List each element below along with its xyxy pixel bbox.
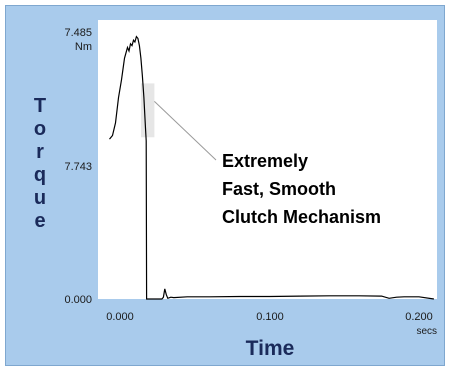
- y-tick-bottom: 0.000: [64, 294, 92, 306]
- x-tick-1: 0.100: [256, 311, 284, 323]
- y-tick-mid: 7.743: [64, 161, 92, 173]
- y-axis-title-letter: e: [34, 210, 45, 232]
- y-axis-title-letter: q: [34, 164, 46, 186]
- annotation-leader-line: [154, 100, 217, 161]
- y-axis-title-letter: u: [34, 187, 46, 209]
- series-line: [109, 35, 434, 300]
- y-axis-title-letter: T: [34, 95, 46, 117]
- annotation-line-1: Extremely: [222, 151, 308, 171]
- y-unit-label: Nm: [75, 41, 92, 53]
- y-axis-title-letter: r: [36, 141, 44, 163]
- x-tick-2: 0.200: [405, 311, 433, 323]
- y-axis-title-letter: o: [34, 118, 46, 140]
- annotation-line-2: Fast, Smooth: [222, 179, 336, 199]
- x-tick-0: 0.000: [106, 311, 134, 323]
- x-unit-label: secs: [416, 326, 437, 337]
- plot-area: [98, 20, 437, 299]
- x-axis-title: Time: [246, 337, 295, 360]
- y-tick-top: 7.485: [64, 27, 92, 39]
- annotation-line-3: Clutch Mechanism: [222, 207, 381, 227]
